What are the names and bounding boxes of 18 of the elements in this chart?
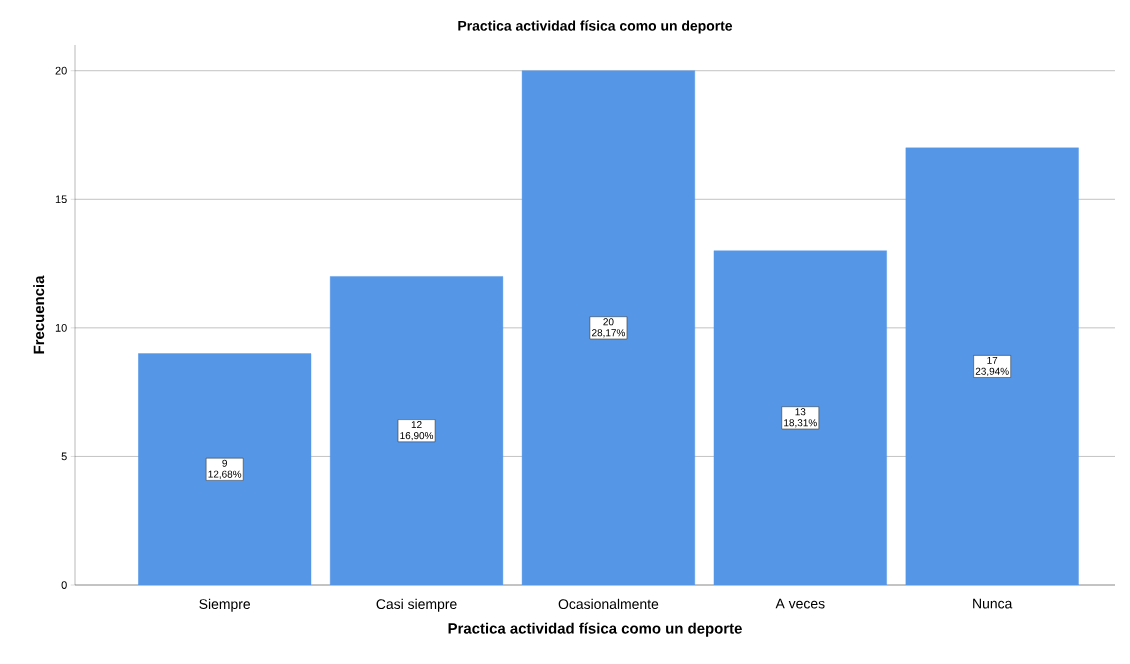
- data-label: 13 18,31%: [784, 408, 817, 428]
- data-label: 12 16,90%: [400, 421, 434, 441]
- y-tick-label: 5: [61, 452, 67, 461]
- data-label: 9 12,68%: [208, 459, 242, 479]
- data-label: 20 28,17%: [592, 318, 625, 338]
- y-tick-label: 10: [55, 323, 67, 332]
- x-tick-label: A veces: [775, 598, 825, 609]
- y-tick-label: 15: [55, 195, 67, 204]
- x-tick-label: Siempre: [199, 598, 251, 612]
- x-axis-title: Practica actividad física como un deporte: [448, 622, 742, 637]
- y-axis-title: Frecuencia: [33, 275, 45, 354]
- x-tick-label: Nunca: [973, 598, 1013, 609]
- x-tick-label: Casi siempre: [376, 598, 457, 612]
- data-label: 17 23,94%: [975, 356, 1009, 376]
- x-tick-label: Ocasionalmente: [558, 598, 659, 610]
- y-tick-label: 0: [61, 581, 67, 589]
- y-tick-label: 20: [55, 66, 67, 75]
- chart-title: Practica actividad física como un deporte: [458, 20, 733, 34]
